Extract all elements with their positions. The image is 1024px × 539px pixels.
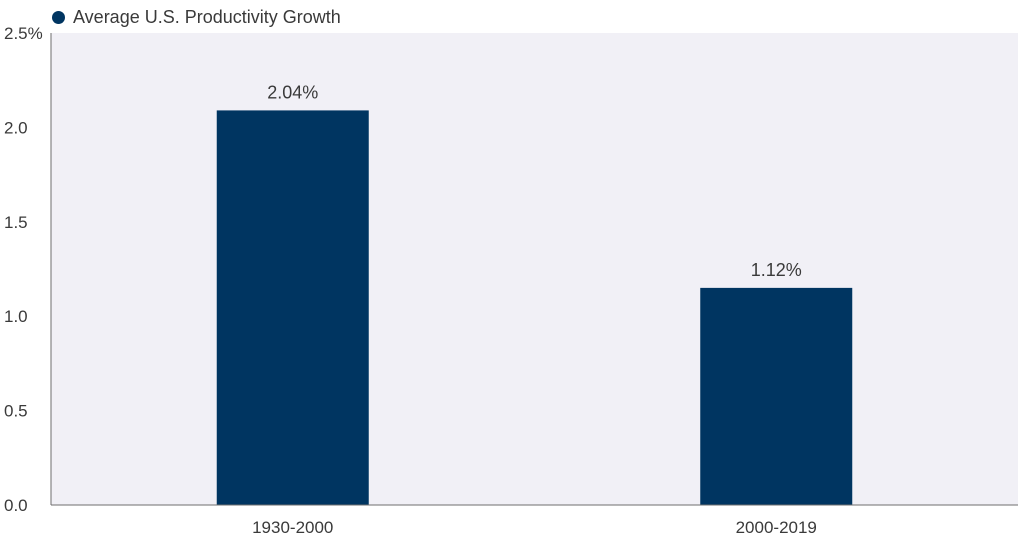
y-tick-label-3: 1.5: [4, 213, 28, 232]
legend-label: Average U.S. Productivity Growth: [73, 6, 341, 27]
y-tick-label-1: 0.5: [4, 402, 28, 421]
legend-swatch-icon: [52, 10, 65, 24]
y-tick-label-5: 2.5%: [4, 24, 43, 43]
y-tick-label-2: 1.0: [4, 307, 28, 326]
data-label-2000-2019: 1.12%: [751, 260, 802, 280]
bar-2000-2019: [700, 287, 853, 505]
legend: Average U.S. Productivity Growth: [52, 6, 341, 28]
plot-area-background: [51, 33, 1018, 505]
data-label-1930-2000: 2.04%: [267, 82, 318, 102]
x-tick-label-2000-2019: 2000-2019: [736, 518, 817, 537]
x-tick-label-1930-2000: 1930-2000: [252, 518, 333, 537]
y-tick-label-4: 2.0: [4, 118, 28, 137]
y-tick-label-0: 0.0: [4, 496, 28, 515]
bar-1930-2000: [216, 110, 369, 506]
